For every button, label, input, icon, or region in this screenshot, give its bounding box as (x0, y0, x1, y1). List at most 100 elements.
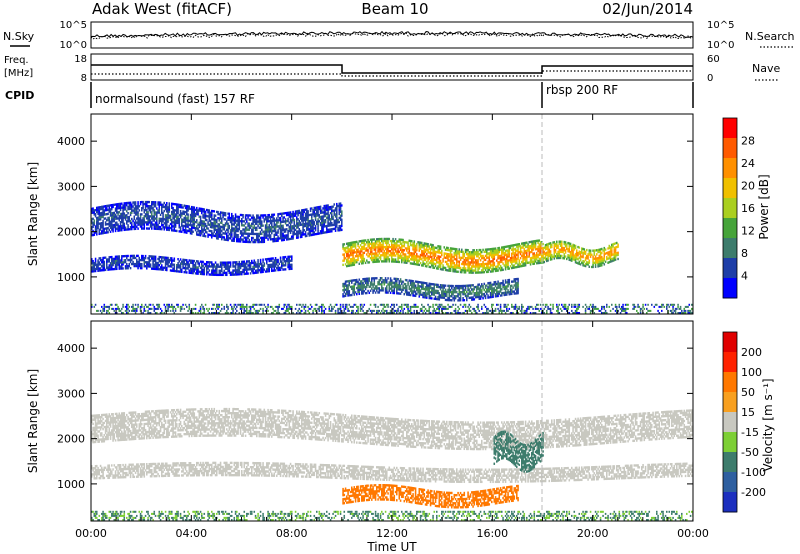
power-cell-4532 (451, 265, 453, 269)
power-cell-3010 (328, 208, 331, 211)
power-cell-3601 (379, 258, 382, 261)
power-cell-3513 (372, 289, 374, 292)
power-cell-4646 (459, 270, 462, 274)
power-cell-978 (164, 226, 167, 229)
power-cell-404 (119, 202, 122, 206)
power-cell-2178 (254, 309, 257, 312)
power-cell-3828 (396, 279, 398, 283)
power-cell-111 (99, 267, 102, 270)
power-cell-3951 (406, 289, 408, 292)
power-cell-4513 (449, 269, 452, 272)
power-cell-4387 (438, 285, 441, 289)
power-cell-3604 (379, 250, 382, 253)
power-cell-1637 (214, 222, 217, 226)
power-cell-3244 (351, 259, 353, 263)
power-cell-2931 (321, 223, 323, 227)
power-cell-1071 (171, 210, 173, 214)
power-cell-1322 (191, 230, 193, 233)
power-cell-4312 (433, 256, 436, 259)
power-cell-69 (96, 223, 98, 226)
power-cell-2012 (243, 272, 246, 276)
power-cell-2554 (284, 264, 287, 267)
power-cell-2548 (283, 216, 286, 219)
power-cell-1390 (196, 268, 198, 271)
power-cell-4800 (472, 269, 474, 272)
power-cell-454 (123, 208, 126, 211)
power-cell-4219 (426, 286, 428, 289)
power-cell-3013 (328, 307, 331, 310)
power-cell-3740 (389, 277, 392, 280)
power-cell-1751 (223, 226, 226, 229)
power-cell-3037 (331, 309, 333, 312)
power-cell-1967 (239, 262, 242, 266)
power-cell-4648 (459, 266, 462, 270)
power-cell-2275 (262, 216, 264, 219)
power-cell-2171 (254, 232, 257, 236)
power-cell-3588 (378, 248, 381, 251)
power-cell-1789 (226, 303, 228, 306)
power-cell-4007 (411, 256, 413, 259)
power-cell-2176 (254, 218, 257, 221)
power-cell-3184 (346, 286, 348, 289)
power-cell-1113 (173, 305, 176, 308)
power-cell-2075 (247, 232, 249, 235)
power-cell-4364 (437, 298, 439, 301)
power-cell-3308 (354, 279, 357, 282)
power-cell-435 (122, 214, 124, 217)
power-cell-1177 (179, 230, 182, 233)
power-cell-2995 (327, 218, 329, 221)
power-cell-500 (127, 218, 129, 221)
power-cell-2796 (306, 210, 308, 213)
power-cell-3700 (386, 309, 388, 312)
power-cell-858 (154, 211, 157, 214)
power-cell-4106 (418, 263, 421, 267)
power-cell-2851 (312, 223, 314, 226)
power-cell-450 (123, 222, 126, 225)
power-cell-1068 (171, 221, 173, 224)
power-cell-1765 (224, 232, 227, 235)
power-cell-1843 (231, 229, 233, 232)
power-cell-2936 (321, 211, 323, 214)
power-cell-2093 (248, 224, 251, 227)
power-cell-3253 (351, 293, 353, 297)
power-cell-504 (127, 205, 129, 209)
power-cell-3565 (376, 277, 378, 280)
power-cell-4902 (479, 253, 482, 256)
power-cell-3169 (344, 312, 347, 314)
power-cell-43 (93, 213, 96, 216)
power-cell-381 (118, 217, 121, 220)
power-cell-990 (164, 305, 167, 308)
power-cell-2249 (261, 270, 263, 274)
power-cell-3027 (331, 228, 333, 231)
power-cell-2979 (324, 204, 327, 208)
power-cell-2158 (253, 224, 256, 227)
power-cell-1167 (178, 218, 181, 221)
power-cell-4477 (446, 290, 448, 294)
power-cell-3304 (354, 240, 357, 244)
power-cell-4039 (413, 260, 416, 264)
power-cell-1466 (202, 272, 204, 276)
power-cell-30 (92, 211, 94, 214)
power-cell-1605 (212, 312, 214, 314)
power-cell-757 (147, 305, 149, 308)
power-cell-3984 (408, 287, 411, 290)
power-cell-3045 (332, 205, 334, 208)
power-cell-2674 (293, 220, 296, 224)
power-cell-1486 (203, 268, 206, 272)
power-cell-4854 (476, 249, 478, 252)
power-cell-4869 (477, 259, 479, 262)
power-cell-3317 (356, 240, 358, 244)
power-cell-2926 (319, 305, 322, 308)
power-cell-139 (101, 207, 103, 211)
power-cell-537 (131, 262, 133, 266)
power-cell-1556 (208, 211, 211, 214)
power-cell-297 (112, 203, 114, 207)
power-cell-4884 (478, 265, 481, 268)
power-cell-414 (121, 226, 123, 230)
power-cell-3639 (382, 239, 384, 243)
power-cell-3929 (404, 257, 407, 260)
power-cell-2850 (312, 225, 314, 228)
power-cell-3251 (351, 243, 353, 246)
power-cell-3973 (407, 303, 409, 306)
power-cell-723 (144, 303, 147, 306)
